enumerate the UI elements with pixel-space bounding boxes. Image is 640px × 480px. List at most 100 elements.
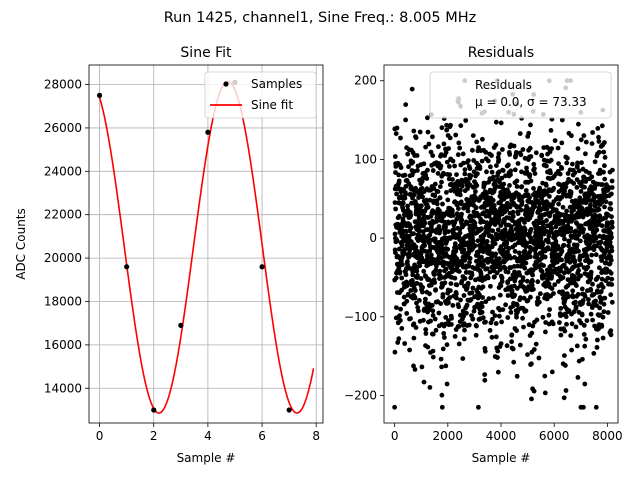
residual-point	[479, 304, 485, 310]
residual-point	[573, 299, 578, 305]
residual-point	[581, 404, 586, 410]
residual-point	[548, 170, 553, 176]
residual-point	[547, 194, 552, 199]
residual-point	[535, 279, 541, 285]
sine-fit-xtick-label: 4	[204, 429, 212, 443]
residual-point	[609, 224, 615, 230]
residual-point	[428, 282, 434, 288]
residual-point	[433, 327, 439, 333]
residual-point	[574, 283, 579, 288]
residual-point	[471, 308, 477, 314]
residual-point	[490, 316, 495, 322]
residual-point	[542, 254, 548, 260]
residual-point	[495, 348, 501, 354]
residual-point	[403, 117, 408, 123]
residual-point	[452, 241, 458, 247]
residual-point	[443, 266, 449, 272]
residual-point	[566, 308, 572, 314]
residual-point	[541, 263, 546, 268]
residual-point	[396, 336, 402, 342]
residual-point	[467, 166, 473, 171]
sine-fit-xtick-label: 2	[150, 429, 158, 443]
residual-point	[424, 176, 430, 181]
residual-point	[462, 167, 468, 173]
residual-point	[463, 118, 469, 123]
residual-point	[436, 224, 442, 229]
residual-point	[442, 280, 448, 286]
residual-point	[414, 268, 420, 274]
residual-point	[483, 319, 488, 325]
residual-point	[474, 323, 479, 329]
residual-point	[413, 135, 419, 141]
residual-point	[516, 250, 522, 256]
residual-point	[593, 404, 599, 410]
residual-point	[468, 297, 474, 302]
residual-point	[530, 323, 536, 329]
residual-point	[488, 164, 493, 170]
residual-point	[454, 172, 459, 178]
residual-point	[609, 234, 614, 240]
residual-point	[436, 310, 442, 316]
residual-point	[599, 123, 605, 129]
residual-point	[501, 181, 507, 187]
residual-point	[549, 226, 555, 232]
residual-point	[492, 274, 497, 279]
residual-point	[542, 390, 548, 396]
residual-point	[416, 308, 421, 314]
residual-point	[506, 162, 511, 168]
residual-point	[444, 342, 450, 348]
residual-point	[469, 272, 475, 278]
residual-point	[422, 239, 427, 245]
residual-point	[397, 269, 403, 274]
sine-fit-ytick-label: 24000	[44, 164, 82, 178]
residual-point	[597, 305, 603, 311]
residual-point	[441, 141, 447, 147]
residual-point	[470, 147, 475, 153]
residual-point	[428, 252, 434, 258]
residual-point	[418, 276, 424, 281]
residual-point	[482, 348, 488, 354]
residual-point	[479, 300, 485, 306]
sample-point	[205, 129, 211, 135]
residual-point	[568, 333, 574, 338]
residual-point	[526, 130, 532, 136]
residual-point	[440, 292, 446, 297]
residual-point	[454, 295, 459, 301]
residual-point	[509, 332, 515, 338]
residual-point	[402, 247, 408, 252]
residual-point	[508, 255, 514, 261]
residual-point	[563, 184, 569, 190]
residual-point	[434, 263, 439, 269]
residual-point	[599, 324, 605, 329]
residual-point	[529, 396, 534, 402]
residual-point	[530, 272, 535, 278]
residual-point	[427, 232, 433, 238]
residual-point	[397, 313, 402, 319]
residual-point	[458, 188, 463, 193]
residual-points-group	[392, 78, 615, 410]
residual-point	[585, 264, 591, 270]
sine-fit-xlabel: Sample #	[177, 451, 236, 465]
residual-point	[512, 167, 518, 173]
residuals-xtick-label: 2000	[433, 429, 464, 443]
residual-point	[461, 247, 467, 253]
residual-point	[444, 381, 450, 387]
residual-point	[543, 183, 549, 188]
residual-point	[468, 173, 474, 179]
residual-point	[557, 320, 562, 325]
residual-point	[527, 172, 533, 178]
residual-point	[417, 263, 423, 269]
residual-point	[399, 243, 405, 249]
residual-point	[565, 155, 570, 161]
residual-point	[435, 171, 441, 176]
residual-point	[544, 163, 549, 169]
sample-point	[96, 92, 103, 98]
residual-point	[432, 280, 438, 285]
residual-point	[561, 232, 567, 238]
residual-point	[436, 144, 441, 150]
residual-point	[505, 249, 510, 255]
residual-point	[443, 224, 448, 230]
residual-point	[488, 283, 493, 289]
residual-point	[579, 160, 584, 166]
sine-fit-ytick-label: 16000	[44, 338, 82, 352]
